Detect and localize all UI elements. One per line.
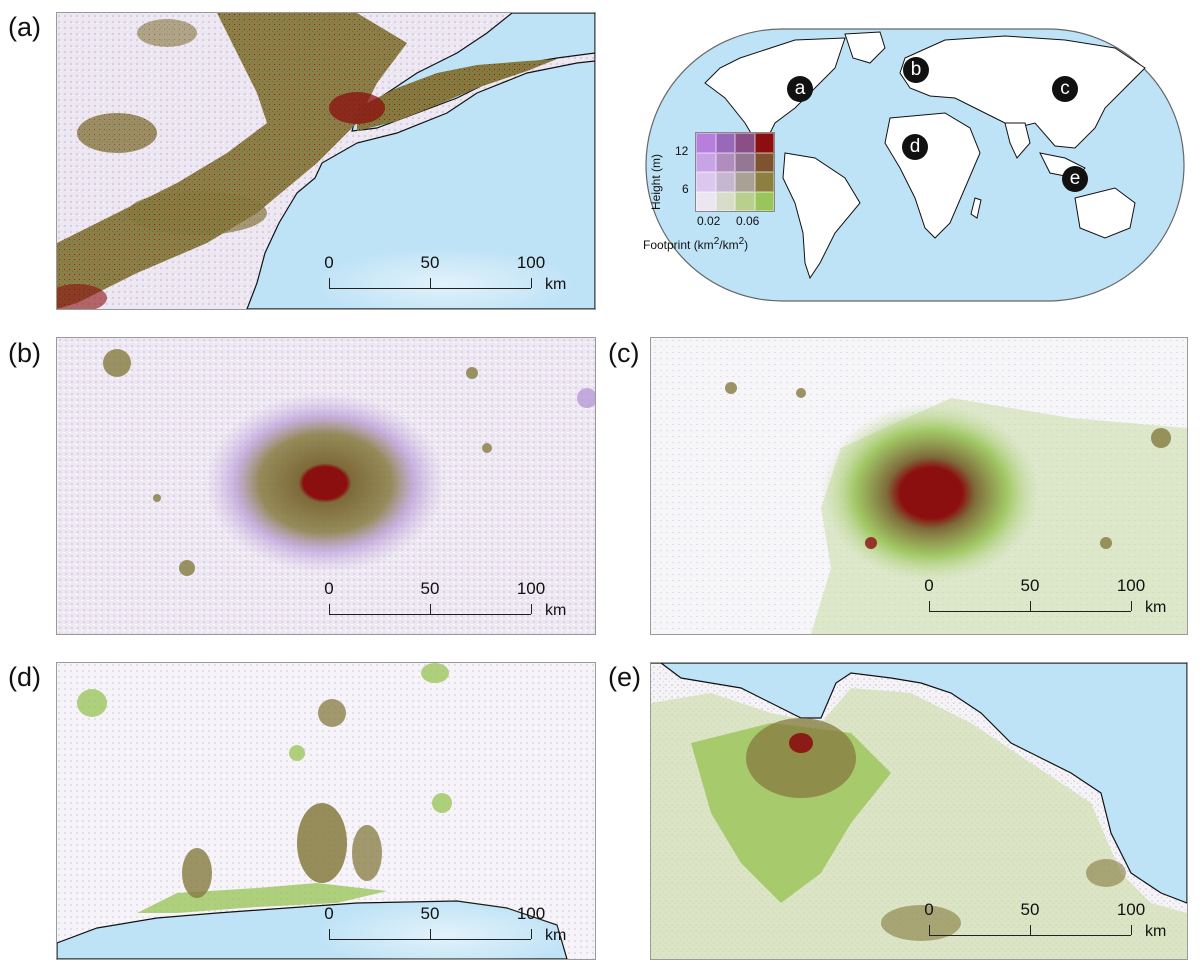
- scalebar-unit: km: [545, 602, 567, 619]
- scalebar-label-0: 0: [924, 576, 934, 595]
- legend-cell-r1-c2: [735, 152, 755, 172]
- scalebar-label-0: 0: [324, 579, 334, 598]
- panel-label-d: (d): [8, 662, 41, 692]
- legend-y-title: Height (m): [649, 153, 663, 210]
- scalebar-tick-0: [329, 278, 330, 288]
- scalebar-label-100: 100: [516, 253, 546, 272]
- map-b-graphic: [57, 338, 595, 634]
- legend-cell-r0-c1: [715, 133, 735, 153]
- scalebar-label-50: 50: [1020, 900, 1040, 919]
- scalebar-a: 0 50 100 km: [315, 248, 575, 308]
- scalebar-unit: km: [1145, 599, 1167, 616]
- scalebar-unit: km: [545, 927, 567, 944]
- legend-cell-r0-c2: [735, 133, 755, 153]
- map-panel-b: 0 50 100 km: [56, 337, 596, 635]
- scalebar-c: 0 50 100 km: [915, 571, 1175, 631]
- map-panel-c: 0 50 100 km: [650, 337, 1188, 635]
- scalebar-line: [329, 614, 531, 615]
- legend-cell-r0-c0: [696, 133, 716, 153]
- map-c-graphic: [651, 338, 1187, 634]
- scalebar-tick-0: [929, 925, 930, 935]
- scalebar-tick-50: [430, 604, 431, 614]
- scalebar-tick-50: [1030, 925, 1031, 935]
- scalebar-label-100: 100: [1116, 576, 1146, 595]
- scalebar-tick-100: [531, 604, 532, 614]
- scalebar-tick-100: [531, 929, 532, 939]
- map-panel-d: 0 50 100 km: [56, 662, 596, 960]
- map-panel-e: 0 50 100 km: [650, 662, 1188, 960]
- legend-cell-r1-c1: [715, 152, 735, 172]
- panel-label-e: (e): [608, 662, 641, 692]
- scalebar-tick-100: [531, 278, 532, 288]
- bivariate-legend: Height (m) 12 6 0.02 0.06 Footprint (km2…: [643, 122, 793, 262]
- scalebar-line: [929, 611, 1131, 612]
- world-marker-d: d: [902, 134, 928, 160]
- legend-cell-r2-c2: [735, 172, 755, 192]
- legend-x-title: Footprint (km2/km2): [643, 236, 749, 252]
- scalebar-d: 0 50 100 km: [315, 899, 575, 959]
- legend-x-tick-006: 0.06: [736, 214, 760, 228]
- map-a-graphic: [57, 13, 595, 309]
- legend-cell-r0-c3: [754, 133, 774, 153]
- panel-label-b: (b): [8, 338, 41, 368]
- scalebar-line: [329, 939, 531, 940]
- legend-x-tick-002: 0.02: [697, 214, 721, 228]
- panel-label-c: (c): [608, 338, 640, 368]
- legend-cell-r2-c3: [754, 172, 774, 192]
- scalebar-label-100: 100: [516, 904, 546, 923]
- legend-y-tick-6: 6: [682, 182, 689, 196]
- world-marker-e: e: [1062, 166, 1088, 192]
- legend-cell-r3-c0: [696, 191, 716, 211]
- scalebar-tick-50: [430, 278, 431, 288]
- scalebar-tick-50: [1030, 601, 1031, 611]
- scalebar-line: [329, 288, 531, 289]
- map-panel-a: 0 50 100 km: [56, 12, 596, 310]
- scalebar-line: [929, 935, 1131, 936]
- scalebar-unit: km: [1145, 923, 1167, 940]
- legend-color-matrix: [695, 132, 775, 212]
- scalebar-label-50: 50: [1020, 576, 1040, 595]
- scalebar-label-50: 50: [420, 904, 440, 923]
- scalebar-unit: km: [545, 276, 567, 293]
- world-marker-c: c: [1052, 76, 1078, 102]
- scalebar-tick-0: [329, 929, 330, 939]
- legend-cell-r1-c0: [696, 152, 716, 172]
- scalebar-label-0: 0: [924, 900, 934, 919]
- legend-cell-r2-c0: [696, 172, 716, 192]
- scalebar-e: 0 50 100 km: [915, 895, 1175, 955]
- scalebar-label-100: 100: [1116, 900, 1146, 919]
- scalebar-label-50: 50: [420, 579, 440, 598]
- scalebar-label-50: 50: [420, 253, 440, 272]
- map-e-graphic: [651, 663, 1187, 959]
- world-marker-b: b: [903, 57, 929, 83]
- scalebar-tick-100: [1131, 925, 1132, 935]
- scalebar-tick-0: [329, 604, 330, 614]
- legend-cell-r3-c2: [735, 191, 755, 211]
- legend-cell-r1-c3: [754, 152, 774, 172]
- scalebar-tick-100: [1131, 601, 1132, 611]
- legend-cell-r3-c3: [754, 191, 774, 211]
- world-map: a b c d e: [645, 28, 1185, 302]
- legend-y-tick-12: 12: [675, 144, 689, 158]
- scalebar-tick-0: [929, 601, 930, 611]
- scalebar-b: 0 50 100 km: [315, 574, 575, 634]
- world-map-graphic: [645, 28, 1185, 302]
- scalebar-label-100: 100: [516, 579, 546, 598]
- scalebar-label-0: 0: [324, 904, 334, 923]
- world-marker-a: a: [787, 76, 813, 102]
- legend-cell-r2-c1: [715, 172, 735, 192]
- scalebar-tick-50: [430, 929, 431, 939]
- legend-cell-r3-c1: [715, 191, 735, 211]
- scalebar-label-0: 0: [324, 253, 334, 272]
- panel-label-a: (a): [8, 12, 41, 42]
